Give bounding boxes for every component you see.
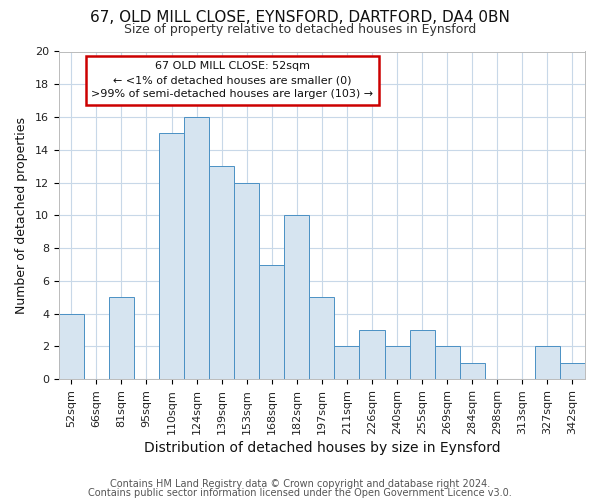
Text: Contains HM Land Registry data © Crown copyright and database right 2024.: Contains HM Land Registry data © Crown c… [110, 479, 490, 489]
Y-axis label: Number of detached properties: Number of detached properties [15, 117, 28, 314]
Bar [209, 166, 234, 379]
Bar [410, 330, 434, 379]
Bar [234, 182, 259, 379]
Bar [385, 346, 410, 379]
Bar [460, 363, 485, 379]
Text: 67 OLD MILL CLOSE: 52sqm
← <1% of detached houses are smaller (0)
>99% of semi-d: 67 OLD MILL CLOSE: 52sqm ← <1% of detach… [91, 62, 374, 100]
Bar [334, 346, 359, 379]
Bar [310, 298, 334, 379]
Bar [184, 117, 209, 379]
Bar [259, 264, 284, 379]
Bar [109, 298, 134, 379]
X-axis label: Distribution of detached houses by size in Eynsford: Distribution of detached houses by size … [143, 441, 500, 455]
Bar [560, 363, 585, 379]
Bar [284, 216, 310, 379]
Bar [59, 314, 84, 379]
Text: Contains public sector information licensed under the Open Government Licence v3: Contains public sector information licen… [88, 488, 512, 498]
Bar [159, 134, 184, 379]
Bar [359, 330, 385, 379]
Text: 67, OLD MILL CLOSE, EYNSFORD, DARTFORD, DA4 0BN: 67, OLD MILL CLOSE, EYNSFORD, DARTFORD, … [90, 10, 510, 25]
Bar [535, 346, 560, 379]
Text: Size of property relative to detached houses in Eynsford: Size of property relative to detached ho… [124, 22, 476, 36]
Bar [434, 346, 460, 379]
